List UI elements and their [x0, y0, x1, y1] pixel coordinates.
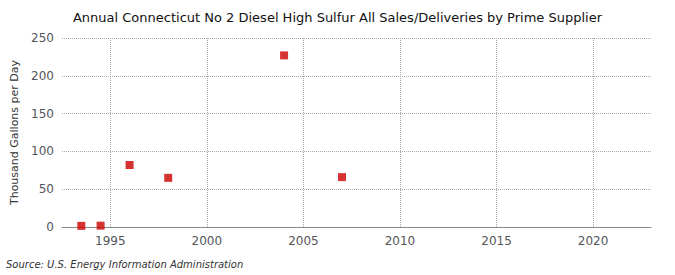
svg-text:200: 200 — [31, 69, 54, 83]
svg-text:2000: 2000 — [192, 234, 223, 248]
svg-text:250: 250 — [31, 31, 54, 45]
svg-text:2015: 2015 — [481, 234, 512, 248]
svg-text:Source: U.S. Energy Informatio: Source: U.S. Energy Information Administ… — [6, 259, 243, 270]
svg-text:150: 150 — [31, 107, 54, 121]
svg-text:Annual Connecticut No 2 Diesel: Annual Connecticut No 2 Diesel High Sulf… — [73, 10, 603, 25]
svg-text:2010: 2010 — [385, 234, 416, 248]
svg-text:Thousand Gallons per Day: Thousand Gallons per Day — [8, 59, 21, 206]
svg-text:2005: 2005 — [288, 234, 319, 248]
svg-text:2020: 2020 — [578, 234, 609, 248]
svg-text:1995: 1995 — [95, 234, 126, 248]
svg-text:0: 0 — [46, 220, 54, 234]
svg-text:50: 50 — [39, 182, 54, 196]
svg-text:100: 100 — [31, 144, 54, 158]
